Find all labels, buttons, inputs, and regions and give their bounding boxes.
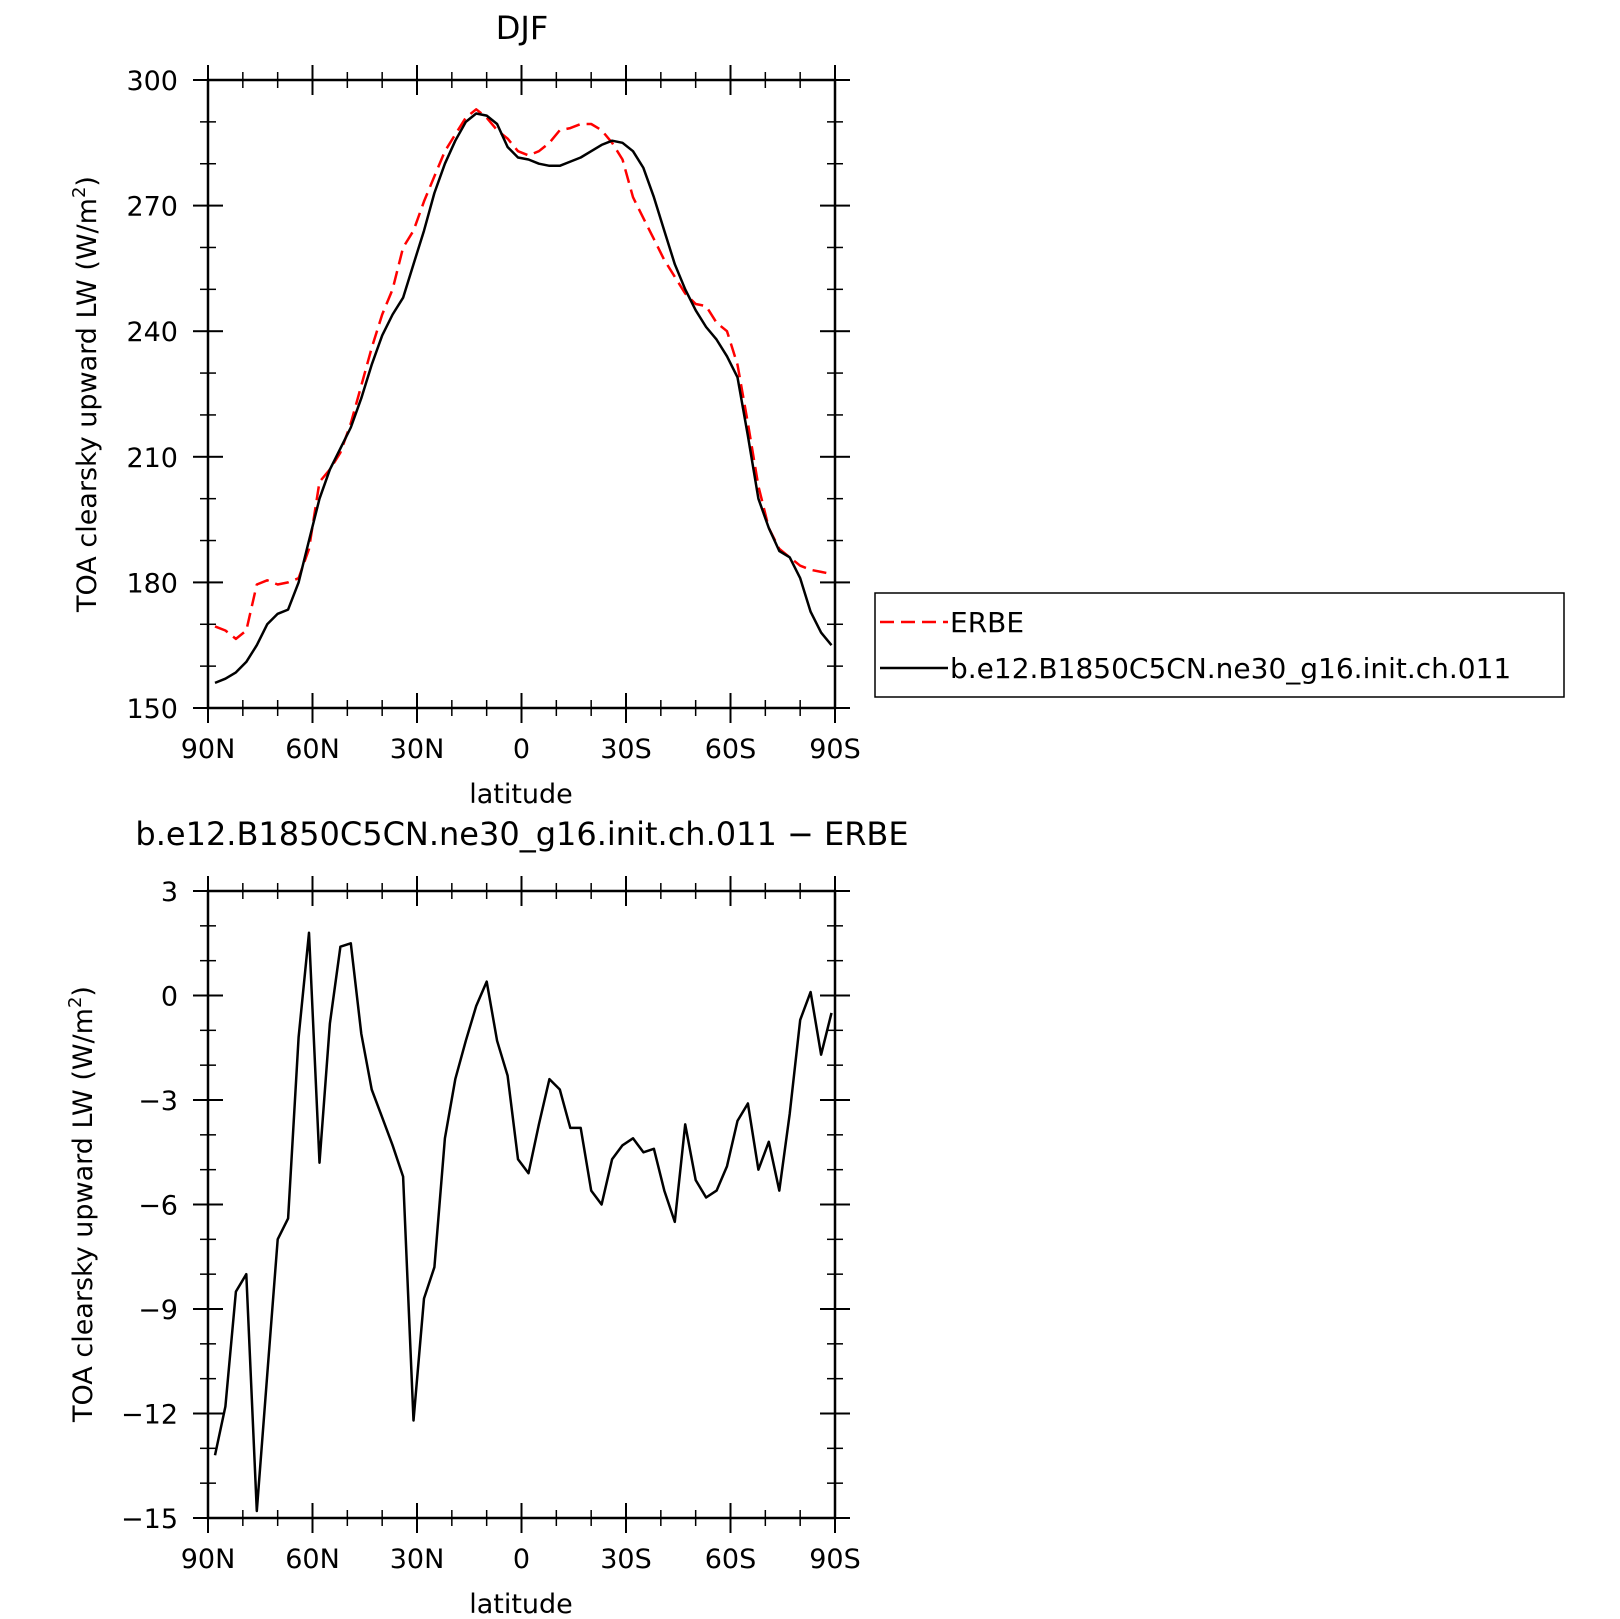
x-tick-label: 60S [705, 1544, 757, 1575]
x-tick-label: 30N [390, 1544, 445, 1575]
x-tick-label: 90N [181, 1544, 236, 1575]
y-tick-label: 300 [126, 66, 178, 97]
y-tick-label: 240 [126, 317, 178, 348]
y-tick-label: 210 [126, 443, 178, 474]
x-tick-label: 30N [390, 734, 445, 765]
legend-box [874, 592, 1565, 698]
x-axis-label: latitude [469, 779, 573, 810]
model-series-line [214, 112, 833, 685]
y-tick-label: −9 [138, 1295, 178, 1326]
legend-label-model: b.e12.B1850C5CN.ne30_g16.init.ch.011 [950, 652, 1511, 685]
y-tick-label: 180 [126, 568, 178, 599]
axis-ticks: 90N 60N 30N 0 30S 60S 90S −15 −12 −9 −6 −3 0 3 [121, 876, 861, 1575]
y-axis-label: TOA clearsky upward LW (W/m2) [69, 176, 103, 613]
x-tick-label: 0 [513, 734, 530, 765]
y-tick-label: 3 [161, 877, 178, 908]
y-tick-label: 150 [126, 694, 178, 725]
x-tick-label: 30S [600, 1544, 652, 1575]
x-tick-label: 0 [513, 1544, 530, 1575]
x-tick-label: 30S [600, 734, 652, 765]
panel-title: DJF [496, 9, 548, 47]
data-series [214, 108, 833, 685]
climatology-panel: DJF 90N 60N 30N 0 30S 60S 90S 150 180 210 240 270 30… [69, 9, 861, 810]
panel-title: b.e12.B1850C5CN.ne30_g16.init.ch.011 − E… [135, 815, 908, 853]
legend-label-erbe: ERBE [950, 606, 1024, 639]
y-tick-label: −12 [121, 1400, 178, 1431]
axis-ticks: 90N 60N 30N 0 30S 60S 90S 150 180 210 240 270 300 [126, 65, 861, 765]
x-tick-label: 90S [809, 734, 861, 765]
y-tick-label: −6 [138, 1191, 178, 1222]
legend: ERBE b.e12.B1850C5CN.ne30_g16.init.ch.01… [874, 592, 1565, 698]
y-tick-label: 0 [161, 982, 178, 1013]
x-tick-label: 90N [181, 734, 236, 765]
y-axis-label: TOA clearsky upward LW (W/m2) [65, 986, 99, 1423]
data-series [213, 931, 833, 1513]
difference-panel: b.e12.B1850C5CN.ne30_g16.init.ch.011 − E… [65, 815, 909, 1619]
y-tick-label: 270 [126, 192, 178, 223]
y-tick-label: −3 [138, 1086, 178, 1117]
plot-frame [206, 889, 837, 1520]
y-tick-label: −15 [121, 1504, 178, 1535]
erbe-series-line [214, 108, 832, 641]
x-tick-label: 60S [705, 734, 757, 765]
x-tick-label: 60N [285, 1544, 340, 1575]
model-series-line [213, 931, 833, 1513]
x-tick-label: 90S [809, 1544, 861, 1575]
x-tick-label: 60N [285, 734, 340, 765]
x-axis-label: latitude [469, 1589, 573, 1619]
